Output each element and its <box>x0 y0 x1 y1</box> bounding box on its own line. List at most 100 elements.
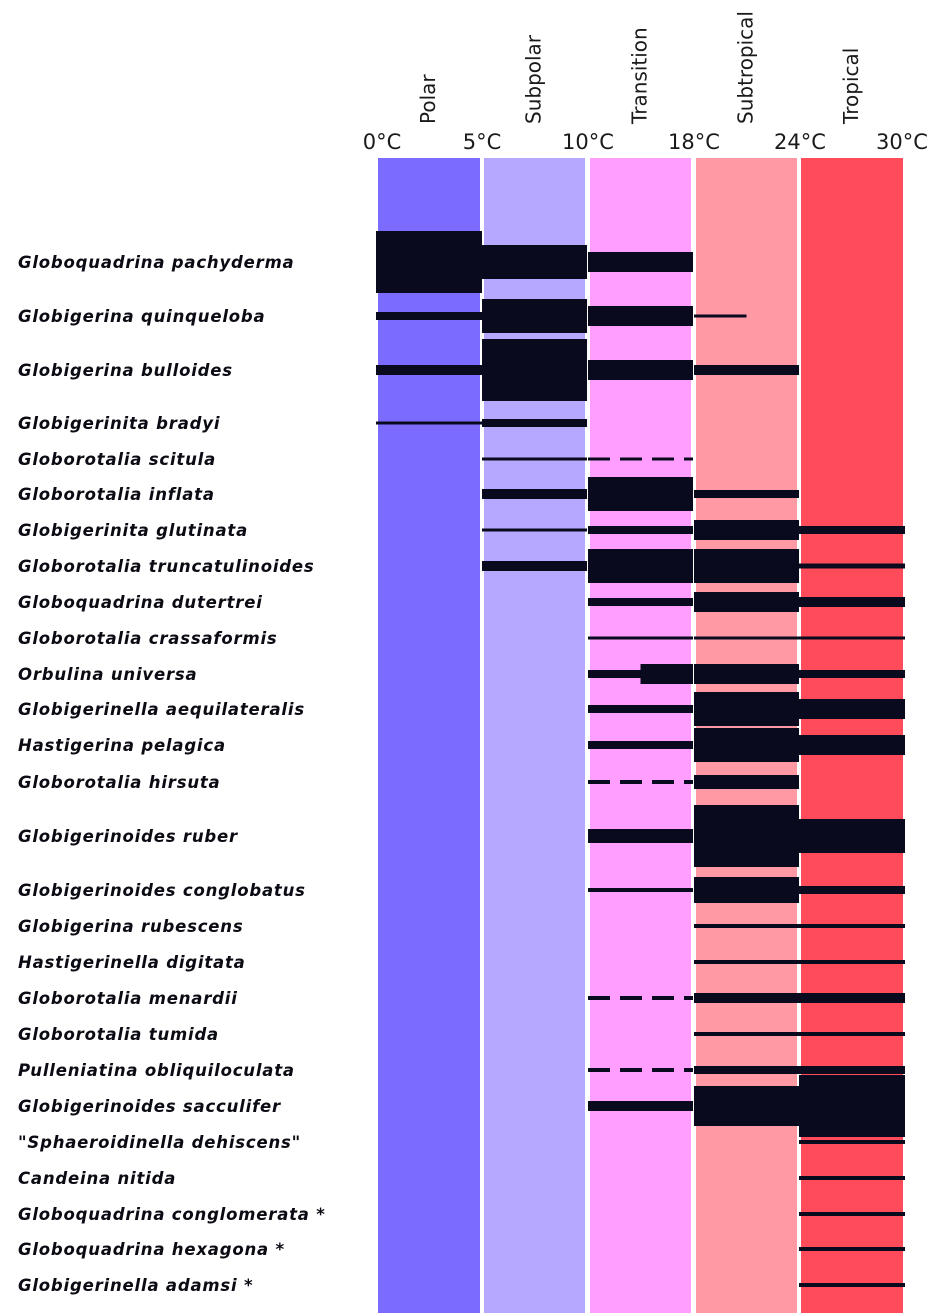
species-label: Hastigerinella digitata <box>18 953 246 972</box>
species-bar-segment <box>694 549 799 583</box>
species-label: Globoquadrina pachyderma <box>18 253 295 272</box>
species-bar-segment <box>640 664 693 684</box>
species-bar-segment <box>694 664 799 684</box>
species-label: Globorotalia scitula <box>18 450 216 469</box>
species-bar-segment <box>694 960 799 964</box>
species-bar-segment <box>799 699 905 719</box>
species-label: Globigerina quinqueloba <box>18 307 265 326</box>
species-bar-segment <box>799 924 905 928</box>
species-bar-segment <box>799 743 852 747</box>
species-bar-segment <box>694 775 799 789</box>
species-label: Hastigerina pelagica <box>18 736 226 755</box>
species-bar-segment <box>482 245 587 279</box>
species-bar-segment <box>799 819 905 853</box>
species-bar-segment <box>694 924 799 928</box>
species-label: Candeina nitida <box>18 1169 176 1188</box>
species-bar-segment <box>588 526 693 534</box>
species-bar-segment <box>376 231 482 293</box>
zone-label-subtropical: Subtropical <box>734 11 758 124</box>
tick-label-18: 18°C <box>668 130 720 154</box>
species-bar-segment <box>799 1032 905 1036</box>
tick-label-24: 24°C <box>774 130 826 154</box>
zone-label-transition: Transition <box>628 27 652 125</box>
species-bar-segment <box>482 561 587 571</box>
zone-band-transition <box>590 158 691 1313</box>
species-label: Globigerina rubescens <box>18 917 243 936</box>
tick-label-0: 0°C <box>363 130 402 154</box>
temperature-tick-labels: 0°C 5°C 10°C 18°C 24°C 30°C <box>363 130 928 154</box>
species-bar-segment <box>588 705 693 713</box>
species-bar-segment <box>588 360 693 380</box>
species-label: Globigerinella aequilateralis <box>18 700 305 719</box>
species-bar-segment <box>799 960 905 964</box>
species-bar-segment <box>799 1176 905 1180</box>
species-bar-segment <box>799 1247 905 1251</box>
species-bar-segment <box>799 670 905 678</box>
species-bar-segment <box>588 741 693 749</box>
species-bar-segment <box>694 592 799 612</box>
species-bar-segment <box>376 365 482 375</box>
species-bar-segment <box>799 563 905 569</box>
species-label: Orbulina universa <box>18 665 197 684</box>
species-bar-segment <box>799 526 905 534</box>
species-bar-segment <box>694 365 799 375</box>
zone-label-subpolar: Subpolar <box>522 34 546 124</box>
species-label: Pulleniatina obliquiloculata <box>18 1061 295 1080</box>
species-bar-segment <box>482 489 587 499</box>
species-bar-segment <box>482 457 587 461</box>
species-label: Globorotalia crassaformis <box>18 629 278 648</box>
zone-labels: Polar Subpolar Transition Subtropical Tropic… <box>416 11 863 125</box>
species-bar-segment <box>694 1066 799 1074</box>
species-bar-segment <box>376 421 482 425</box>
species-bars <box>376 231 905 1287</box>
species-bar-segment <box>588 1101 693 1111</box>
zone-band-polar <box>378 158 480 1313</box>
species-label: Globorotalia truncatulinoides <box>18 557 315 576</box>
species-bar-segment <box>799 1066 905 1074</box>
species-labels: Globoquadrina pachyderma Globigerina quin… <box>18 253 326 1295</box>
species-bar-segment <box>799 886 905 894</box>
species-bar-segment <box>694 314 747 318</box>
species-bar-segment <box>694 877 799 903</box>
species-bar-segment <box>694 692 799 726</box>
species-bar-segment <box>694 805 799 867</box>
tick-label-5: 5°C <box>463 130 502 154</box>
species-bar-segment <box>588 252 693 272</box>
species-label: Globigerinoides conglobatus <box>18 881 306 900</box>
species-label: Globigerinoides sacculifer <box>18 1097 281 1116</box>
species-bar-segment <box>588 636 693 640</box>
species-label: Globorotalia hirsuta <box>18 773 221 792</box>
species-bar-segment <box>588 306 693 326</box>
species-bar-segment <box>482 528 587 532</box>
species-label: Globoquadrina dutertrei <box>18 593 263 612</box>
tick-label-30: 30°C <box>876 130 928 154</box>
species-bar-segment <box>376 312 482 320</box>
tick-label-10: 10°C <box>562 130 614 154</box>
zone-label-tropical: Tropical <box>839 48 863 125</box>
species-bar-segment <box>799 1212 905 1216</box>
species-label: Globoquadrina conglomerata * <box>18 1205 326 1224</box>
species-bar-segment <box>588 829 693 843</box>
species-bar-segment <box>799 1283 905 1287</box>
species-bar-segment <box>799 1140 905 1144</box>
species-bar-segment <box>482 419 587 427</box>
species-label: Globigerina bulloides <box>18 361 233 380</box>
species-label: Globigerinita glutinata <box>18 521 248 540</box>
species-bar-segment <box>694 490 799 498</box>
species-bar-segment <box>694 1032 799 1036</box>
species-label: Globorotalia tumida <box>18 1025 219 1044</box>
zone-label-polar: Polar <box>416 74 440 124</box>
species-bar-segment <box>694 1086 799 1126</box>
species-label: Globorotalia inflata <box>18 485 215 504</box>
species-bar-segment <box>588 549 693 583</box>
species-label: Globoquadrina hexagona * <box>18 1240 285 1259</box>
species-bar-segment <box>799 993 905 1003</box>
species-bar-segment <box>588 477 693 511</box>
species-bar-segment <box>482 299 587 333</box>
species-bar-segment <box>694 728 799 762</box>
species-bar-segment <box>694 993 799 1003</box>
species-bar-segment <box>799 597 905 607</box>
species-bar-segment <box>799 1075 905 1137</box>
species-label: "Sphaeroidinella dehiscens" <box>18 1133 301 1152</box>
